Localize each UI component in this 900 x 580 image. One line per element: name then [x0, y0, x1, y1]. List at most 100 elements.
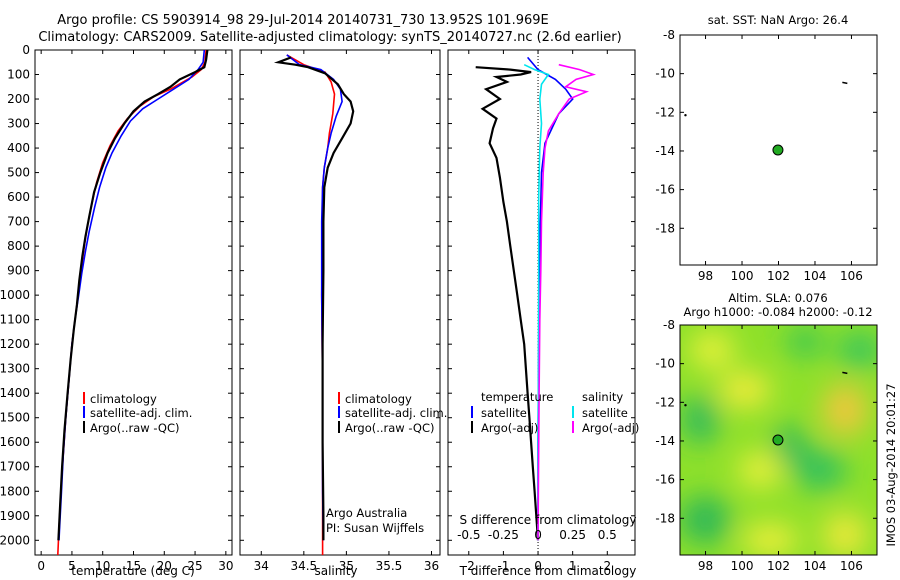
map-x-tick-label: 102: [767, 559, 790, 573]
sla-heatmap-field: [680, 325, 877, 555]
depth-tick-label: 600: [7, 190, 30, 204]
depth-tick-label: 1100: [0, 313, 30, 327]
credit-line1: Argo Australia: [326, 506, 407, 520]
x-tick-label: 5: [68, 559, 76, 573]
map-y-tick-label: -16: [655, 183, 675, 197]
depth-tick-label: 800: [7, 239, 30, 253]
x-tick-label: 30: [218, 559, 233, 573]
depth-tick-label: 500: [7, 166, 30, 180]
temperature-legend: climatology satellite-adj. clim. Argo(..…: [83, 392, 192, 435]
series-line-argo-raw-qc-: [57, 50, 209, 541]
salinity-legend: climatology satellite-adj. clim. Argo(..…: [326, 392, 447, 535]
series-line-satellite-adj-clim-: [58, 50, 206, 541]
depth-tick-label: 1700: [0, 460, 30, 474]
x-tick-label: 1: [569, 559, 577, 573]
map-y-tick-label: -8: [663, 318, 675, 332]
map-y-tick-label: -18: [655, 221, 675, 235]
figure-title-line2: Climatology: CARS2009. Satellite-adjuste…: [38, 30, 621, 45]
series-line-climatology: [57, 50, 207, 555]
x-tick-label: 2: [603, 559, 611, 573]
map-y-tick-label: -18: [655, 511, 675, 525]
sla-map: 98 100 102 104 106 -8 -10 -12 -14 -16 -18: [655, 318, 877, 573]
difference-legend: temperature salinity satellite Argo(-adj…: [471, 390, 639, 435]
legend-label-climatology: climatology: [90, 392, 157, 406]
legend-label-satellite: satellite-adj. clim.: [90, 406, 192, 420]
x2-tick-label: -0.5: [457, 528, 480, 542]
series-line-t-argo-adj-: [475, 66, 540, 541]
x-tick-label: 25: [187, 559, 202, 573]
x2-tick-label: -0.25: [488, 528, 519, 542]
legend-label-argo: Argo(..raw -QC): [90, 421, 180, 435]
legend-header-temperature: temperature: [481, 390, 553, 404]
map-x-tick-label: 106: [840, 559, 863, 573]
x2-tick-label: 0: [534, 528, 542, 542]
depth-tick-label: 200: [7, 92, 30, 106]
x-tick-label: 35.5: [376, 559, 403, 573]
salinity-xlabel: salinity: [314, 564, 357, 578]
legend-label-t-satellite: satellite: [481, 406, 527, 420]
x-tick-label: 34.5: [290, 559, 317, 573]
island-cocos: [684, 114, 687, 117]
x-tick-label: 34: [254, 559, 269, 573]
depth-tick-label: 1600: [0, 435, 30, 449]
series-line-s-satellite: [523, 63, 550, 541]
temperature-plot: [57, 50, 209, 555]
difference-panel: [447, 49, 636, 556]
depth-tick-label: 1900: [0, 509, 30, 523]
x2-tick-label: 0.25: [559, 528, 586, 542]
temperature-panel: [34, 49, 233, 556]
depth-tick-label: 900: [7, 264, 30, 278]
depth-tick-label: 300: [7, 117, 30, 131]
map-x-tick-label: 102: [767, 269, 790, 283]
x-tick-label: 0: [37, 559, 45, 573]
legend-label-s-satellite: satellite: [582, 406, 628, 420]
difference-xlabel: T difference from climatology: [459, 564, 637, 578]
depth-tick-label: 1000: [0, 288, 30, 302]
sst-map: 98 100 102 104 106 -8 -10 -12 -14 -16 -18: [655, 28, 877, 283]
depth-tick-label: 1800: [0, 484, 30, 498]
depth-tick-label: 700: [7, 215, 30, 229]
depth-tick-label: 1400: [0, 386, 30, 400]
legend-label-climatology: climatology: [345, 392, 412, 406]
sla-map-title-line2: Argo h1000: -0.084 h2000: -0.12: [683, 305, 872, 319]
map-x-tick-label: 100: [731, 559, 754, 573]
x-tick-label: 10: [95, 559, 110, 573]
depth-axis: 0 100 200 300 400 500 600 700 800 900 1000 1100 1200…: [0, 43, 635, 547]
depth-tick-label: 1200: [0, 337, 30, 351]
depth-tick-label: 100: [7, 68, 30, 82]
argo-location-marker: [772, 434, 784, 446]
island-christmas: [842, 371, 848, 375]
map-y-tick-label: -12: [655, 105, 675, 119]
map-y-tick-label: -10: [655, 357, 675, 371]
map-y-tick-label: -10: [655, 67, 675, 81]
map-x-tick-label: 98: [698, 559, 713, 573]
temperature-xlabel: temperature (deg C): [71, 564, 194, 578]
figure-title-line1: Argo profile: CS 5903914_98 29-Jul-2014 …: [57, 13, 548, 28]
map-x-tick-label: 106: [840, 269, 863, 283]
map-y-tick-label: -14: [655, 144, 675, 158]
difference-plot: [475, 50, 597, 555]
depth-tick-label: 1300: [0, 362, 30, 376]
map-x-tick-label: 100: [731, 269, 754, 283]
x-tick-label: -1: [497, 559, 509, 573]
depth-tick-label: 2000: [0, 533, 30, 547]
map-y-tick-label: -14: [655, 434, 675, 448]
legend-label-argo: Argo(..raw -QC): [345, 421, 435, 435]
difference-x2label: S difference from climatology: [460, 513, 637, 527]
legend-label-satellite: satellite-adj. clim.: [345, 406, 447, 420]
depth-tick-label: 1500: [0, 411, 30, 425]
island-cocos: [684, 404, 687, 407]
legend-label-s-argo: Argo(-adj): [582, 421, 639, 435]
map-y-tick-label: -8: [663, 28, 675, 42]
legend-header-salinity: salinity: [582, 390, 623, 404]
map-x-tick-label: 104: [804, 559, 827, 573]
salinity-plot: [273, 54, 355, 555]
series-line-argo-raw-qc-: [273, 56, 355, 541]
salinity-panel: [239, 49, 441, 556]
imos-timestamp-label: IMOS 03-Aug-2014 20:01:27: [884, 383, 898, 546]
x-tick-label: 0: [534, 559, 542, 573]
x-tick-label: 20: [157, 559, 172, 573]
x-tick-label: 36: [424, 559, 439, 573]
series-line-satellite-adj-clim-: [286, 54, 343, 541]
